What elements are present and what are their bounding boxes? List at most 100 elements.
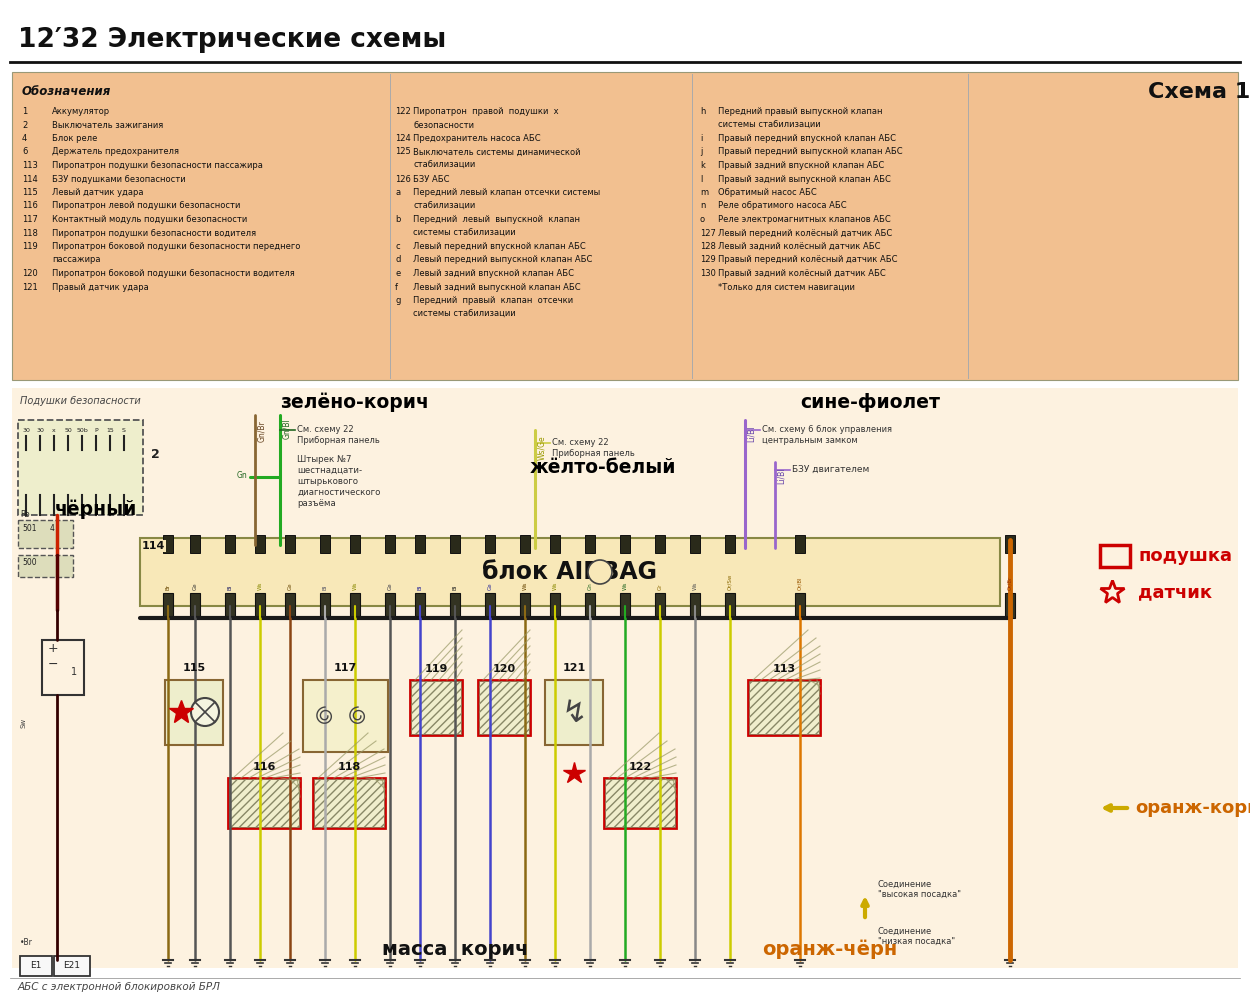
Bar [18, 555, 72, 577]
Bar [385, 593, 395, 618]
Bar [485, 593, 495, 618]
Text: o: o [700, 215, 705, 224]
Text: 127: 127 [700, 229, 716, 238]
Text: Предохранитель насоса АБС: Предохранитель насоса АБС [412, 134, 540, 143]
Text: 121: 121 [22, 282, 38, 291]
Text: 501: 501 [22, 524, 36, 533]
Text: Передний  левый  выпускной  клапан: Передний левый выпускной клапан [412, 215, 580, 224]
Text: +: + [594, 565, 606, 579]
Text: системы стабилизации: системы стабилизации [412, 309, 516, 318]
Bar [190, 535, 200, 553]
Text: Передний правый выпускной клапан: Передний правый выпускной клапан [718, 107, 882, 116]
Bar [604, 778, 676, 828]
Bar [620, 535, 630, 553]
Text: Приборная панель: Приборная панель [552, 449, 635, 458]
Text: Ws: Ws [693, 581, 698, 590]
Text: 2: 2 [22, 120, 28, 129]
Bar [302, 680, 388, 752]
Text: пассажира: пассажира [52, 255, 100, 264]
Text: 12′32 Электрические схемы: 12′32 Электрические схемы [18, 27, 446, 53]
Text: 115: 115 [22, 188, 38, 197]
Bar [12, 388, 1238, 968]
Bar [350, 535, 360, 553]
Text: a: a [395, 188, 400, 197]
Text: E21: E21 [64, 961, 80, 970]
Text: БЗУ АБС: БЗУ АБС [412, 175, 450, 184]
Text: Пиропатрон боковой подушки безопасности водителя: Пиропатрон боковой подушки безопасности … [52, 269, 295, 278]
Text: f: f [395, 282, 398, 291]
Text: 124: 124 [395, 134, 411, 143]
Circle shape [588, 560, 612, 584]
Text: Соединение: Соединение [878, 927, 932, 936]
Text: 121: 121 [562, 663, 585, 673]
Text: Контактный модуль подушки безопасности: Контактный модуль подушки безопасности [52, 215, 248, 224]
Text: Bl: Bl [228, 584, 232, 590]
Text: Подушки безопасности: Подушки безопасности [20, 396, 141, 406]
Text: Штырек №7: Штырек №7 [298, 455, 351, 464]
Text: 115: 115 [182, 663, 205, 673]
Text: 113: 113 [22, 161, 38, 170]
Text: Ro: Ro [20, 510, 30, 519]
Text: Пиропатрон левой подушки безопасности: Пиропатрон левой подушки безопасности [52, 202, 240, 211]
Text: Ge: Ge [288, 582, 292, 590]
Text: Правый задний выпускной клапан АБС: Правый задний выпускной клапан АБС [718, 175, 891, 184]
Bar [255, 593, 265, 618]
Text: 118: 118 [338, 762, 361, 772]
Text: Реле обратимого насоса АБС: Реле обратимого насоса АБС [718, 202, 846, 211]
Text: 125: 125 [395, 147, 411, 156]
Text: См. схему 22: См. схему 22 [552, 438, 609, 447]
Text: Обратимый насос АБС: Обратимый насос АБС [718, 188, 816, 197]
Text: Or/Br: Or/Br [1008, 576, 1013, 590]
Text: Правый передний колёсный датчик АБС: Правый передний колёсный датчик АБС [718, 255, 898, 264]
Text: Пиропатрон  правой  подушки  х: Пиропатрон правой подушки х [412, 107, 559, 116]
Text: жёлто-белый: жёлто-белый [530, 458, 676, 477]
Text: Правый задний впускной клапан АБС: Правый задний впускной клапан АБС [718, 161, 884, 170]
Text: 129: 129 [700, 255, 716, 264]
Bar [545, 680, 602, 745]
Text: b: b [395, 215, 400, 224]
Text: E1: E1 [30, 961, 41, 970]
Text: Gr: Gr [658, 583, 662, 590]
Text: оранж-корич: оранж-корич [1135, 799, 1250, 817]
Text: 120: 120 [492, 664, 515, 674]
Text: диагностического: диагностического [298, 488, 380, 497]
Text: c: c [395, 242, 400, 251]
Text: 15: 15 [106, 428, 114, 433]
Bar [795, 593, 805, 618]
Text: 30: 30 [36, 428, 44, 433]
Bar [162, 593, 172, 618]
Text: 6: 6 [22, 147, 28, 156]
Text: 119: 119 [22, 242, 38, 251]
Text: Аккумулятор: Аккумулятор [52, 107, 110, 116]
Text: См. схему 22: См. схему 22 [298, 425, 354, 434]
Text: Левый передний колёсный датчик АБС: Левый передний колёсный датчик АБС [718, 229, 892, 238]
Text: 130: 130 [700, 269, 716, 278]
Text: Gn/Br: Gn/Br [258, 420, 266, 441]
Bar [690, 535, 700, 553]
Text: Правый передний впускной клапан АБС: Правый передний впускной клапан АБС [718, 134, 896, 143]
Text: Левый задний выпускной клапан АБС: Левый задний выпускной клапан АБС [412, 282, 580, 291]
Text: d: d [395, 255, 400, 264]
Text: Левый задний впускной клапан АБС: Левый задний впускной клапан АБС [412, 269, 574, 278]
Text: Gn: Gn [588, 582, 592, 590]
Bar [795, 535, 805, 553]
Bar [285, 593, 295, 618]
Bar [605, 779, 675, 827]
Text: Gn: Gn [236, 471, 248, 480]
Text: Выключатель зажигания: Выключатель зажигания [52, 120, 164, 129]
Bar [314, 779, 384, 827]
Bar [320, 535, 330, 553]
Text: шестнадцати-: шестнадцати- [298, 466, 362, 475]
Text: Левый датчик удара: Левый датчик удара [52, 188, 144, 197]
Text: k: k [700, 161, 705, 170]
Circle shape [191, 698, 219, 726]
Bar [54, 956, 90, 976]
Text: j: j [700, 147, 703, 156]
Text: 1: 1 [22, 107, 28, 116]
Text: блок AIRBAG: блок AIRBAG [482, 560, 658, 584]
Text: e: e [395, 269, 400, 278]
Text: 500: 500 [22, 558, 36, 567]
Text: 114: 114 [22, 175, 38, 184]
Text: БЗУ двигателем: БЗУ двигателем [792, 465, 870, 474]
Bar [520, 535, 530, 553]
